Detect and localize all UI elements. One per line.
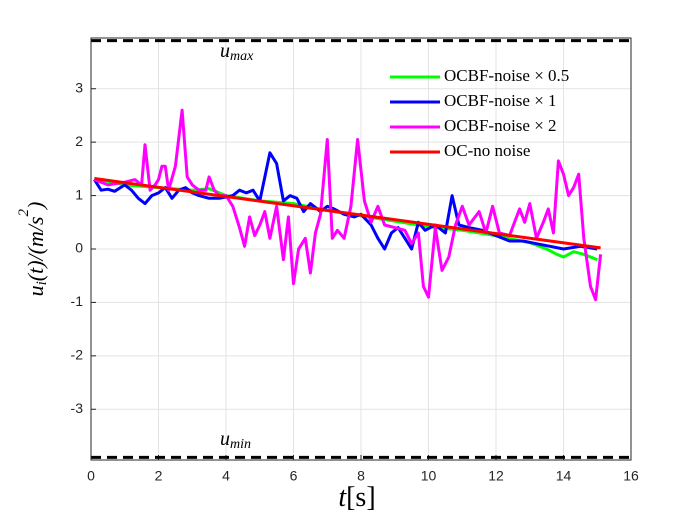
bound-label-main: u bbox=[220, 428, 230, 450]
legend-label: OCBF-noise × 1 bbox=[444, 91, 557, 110]
y-axis-label-text: u bbox=[23, 285, 48, 296]
y-axis-label-text: ) bbox=[23, 202, 48, 211]
series-line bbox=[94, 177, 601, 250]
x-tick-label: 8 bbox=[357, 468, 365, 484]
x-axis-label-main: t bbox=[338, 482, 347, 513]
legend-label: OC-no noise bbox=[444, 141, 530, 160]
bound-label: umax bbox=[220, 40, 254, 65]
y-tick-label: -2 bbox=[71, 347, 84, 363]
bound-label: umin bbox=[220, 428, 251, 453]
series-line bbox=[93, 108, 603, 302]
x-tick-label: 2 bbox=[155, 468, 163, 484]
y-axis-label: ui(t)/(m/s2) bbox=[16, 202, 50, 297]
x-axis-label: t[s] bbox=[338, 482, 375, 513]
bound-label-sub: min bbox=[230, 437, 251, 452]
legend-label: OCBF-noise × 0.5 bbox=[444, 66, 569, 85]
axes-box bbox=[90, 37, 632, 461]
y-tick-label: 2 bbox=[75, 133, 83, 149]
x-tick-label: 0 bbox=[87, 468, 95, 484]
bound-label-sub: max bbox=[230, 49, 254, 64]
y-tick-label: 3 bbox=[75, 79, 83, 95]
y-axis-label-sub: i bbox=[34, 281, 50, 285]
y-axis-label-text: (t)/(m/s bbox=[23, 216, 48, 281]
bound-label-main: u bbox=[220, 40, 230, 62]
x-tick-label: 4 bbox=[222, 468, 230, 484]
y-tick-label: 1 bbox=[75, 186, 83, 202]
x-tick-label: 12 bbox=[488, 468, 504, 484]
x-tick-label: 14 bbox=[556, 468, 572, 484]
x-axis-label-rest: [s] bbox=[346, 482, 376, 513]
y-tick-label: 0 bbox=[75, 240, 83, 256]
y-axis-label-sup: 2 bbox=[16, 208, 32, 216]
y-tick-label: -3 bbox=[71, 400, 84, 416]
x-tick-label: 10 bbox=[421, 468, 437, 484]
x-tick-label: 16 bbox=[623, 468, 639, 484]
y-tick-label: -1 bbox=[71, 293, 84, 309]
legend-label: OCBF-noise × 2 bbox=[444, 116, 557, 135]
x-tick-label: 6 bbox=[290, 468, 298, 484]
